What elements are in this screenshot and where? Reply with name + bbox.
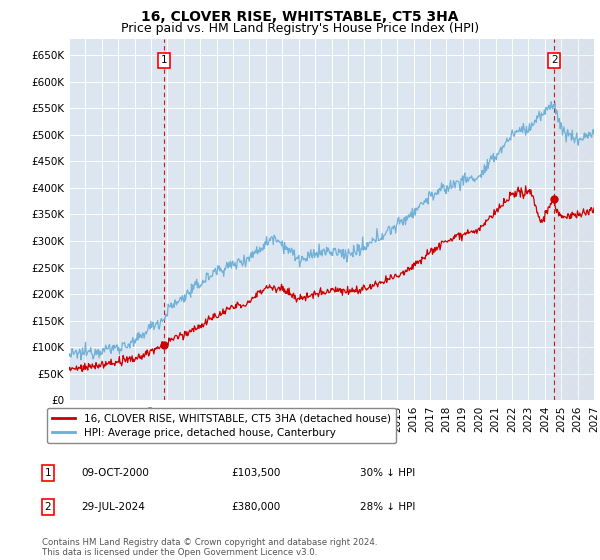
Text: Price paid vs. HM Land Registry's House Price Index (HPI): Price paid vs. HM Land Registry's House … <box>121 22 479 35</box>
Text: 2: 2 <box>551 55 557 66</box>
Text: 29-JUL-2024: 29-JUL-2024 <box>81 502 145 512</box>
Text: 28% ↓ HPI: 28% ↓ HPI <box>360 502 415 512</box>
Text: 30% ↓ HPI: 30% ↓ HPI <box>360 468 415 478</box>
Text: 16, CLOVER RISE, WHITSTABLE, CT5 3HA: 16, CLOVER RISE, WHITSTABLE, CT5 3HA <box>141 10 459 24</box>
Text: 1: 1 <box>44 468 52 478</box>
Bar <box>554 39 594 400</box>
Text: 09-OCT-2000: 09-OCT-2000 <box>81 468 149 478</box>
Legend: 16, CLOVER RISE, WHITSTABLE, CT5 3HA (detached house), HPI: Average price, detac: 16, CLOVER RISE, WHITSTABLE, CT5 3HA (de… <box>47 408 396 443</box>
Text: £103,500: £103,500 <box>231 468 280 478</box>
Text: 1: 1 <box>161 55 167 66</box>
Text: Contains HM Land Registry data © Crown copyright and database right 2024.
This d: Contains HM Land Registry data © Crown c… <box>42 538 377 557</box>
Text: £380,000: £380,000 <box>231 502 280 512</box>
Text: 2: 2 <box>44 502 52 512</box>
